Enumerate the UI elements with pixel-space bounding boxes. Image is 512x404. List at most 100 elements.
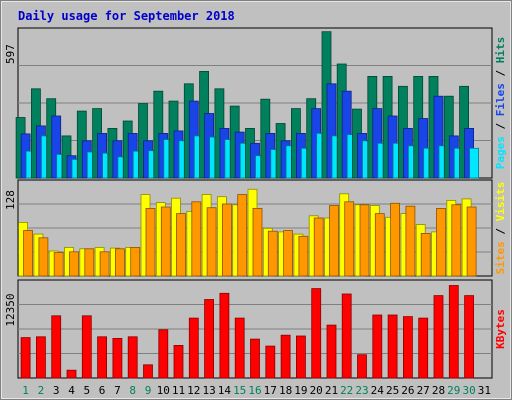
series-axis-label-part: /	[494, 221, 507, 241]
chart-title: Daily usage for September 2018	[18, 9, 235, 23]
series-axis-label-part: Hits	[494, 37, 507, 64]
bar-files-day-3	[51, 115, 62, 179]
x-tick-label-4: 4	[68, 384, 75, 397]
bar-kbytes-day-24	[372, 314, 383, 379]
x-tick-label-25: 25	[386, 384, 399, 397]
bar-sites-day-4	[69, 251, 79, 277]
x-tick-label-27: 27	[417, 384, 430, 397]
bar-kbytes-day-2	[36, 336, 46, 379]
bar-kbytes-day-10	[158, 329, 169, 379]
series-axis-label-part: Files	[494, 83, 507, 116]
bar-kbytes-day-14	[219, 292, 230, 379]
bar-kbytes-day-22	[341, 293, 352, 379]
x-tick-label-20: 20	[310, 384, 323, 397]
x-tick-label-11: 11	[172, 384, 185, 397]
panel-hits_files_pages: 597 Pages / Files / Hits	[4, 27, 507, 179]
bar-kbytes-day-29	[448, 285, 459, 379]
series-axis-label-part: /	[494, 116, 507, 136]
x-tick-label-3: 3	[53, 384, 60, 397]
x-tick-label-29: 29	[447, 384, 460, 397]
panel-kbytes: 12350 KBytes	[4, 279, 507, 379]
y-max-label: 12350	[4, 293, 17, 326]
bar-kbytes-day-19	[295, 335, 306, 379]
bar-files-day-21	[326, 83, 337, 179]
bar-sites-day-26	[405, 205, 416, 277]
bar-sites-day-13	[206, 207, 217, 277]
series-axis-label-part: /	[494, 63, 507, 83]
bar-kbytes-day-3	[51, 315, 62, 379]
x-tick-label-7: 7	[114, 384, 121, 397]
bar-sites-day-21	[329, 205, 339, 277]
bar-sites-day-3	[53, 252, 64, 277]
x-tick-label-19: 19	[294, 384, 307, 397]
bar-sites-day-29	[451, 204, 462, 277]
bar-sites-day-28	[436, 207, 446, 277]
series-axis-label: KBytes	[494, 309, 507, 349]
y-max-label: 128	[4, 190, 17, 210]
x-tick-label-17: 17	[264, 384, 277, 397]
bar-sites-day-8	[130, 246, 141, 277]
bar-kbytes-day-30	[464, 295, 475, 379]
bar-sites-day-1	[23, 230, 34, 277]
series-axis-label-part: KBytes	[494, 309, 507, 349]
bar-pages-day-30	[469, 147, 480, 179]
bar-kbytes-day-17	[265, 345, 276, 379]
bar-kbytes-day-21	[326, 324, 337, 379]
x-tick-label-15: 15	[233, 384, 246, 397]
bar-files-day-28	[433, 95, 444, 179]
bar-sites-day-9	[145, 207, 156, 277]
x-tick-label-6: 6	[99, 384, 106, 397]
bar-kbytes-day-12	[188, 317, 199, 379]
bar-sites-day-7	[115, 248, 125, 277]
series-axis-label-part: Pages	[494, 136, 507, 169]
bar-kbytes-day-8	[127, 336, 138, 379]
bar-kbytes-day-9	[143, 364, 153, 379]
x-tick-label-9: 9	[145, 384, 152, 397]
series-axis-label: Sites / Visits	[494, 182, 507, 275]
bar-sites-day-2	[38, 237, 49, 277]
bar-kbytes-day-23	[357, 354, 367, 379]
bar-sites-day-16	[252, 207, 263, 277]
bar-sites-day-6	[99, 251, 110, 277]
x-tick-label-12: 12	[187, 384, 200, 397]
bar-sites-day-19	[298, 235, 309, 277]
bar-sites-day-12	[191, 201, 202, 277]
bar-sites-day-22	[344, 201, 355, 277]
bar-kbytes-day-4	[66, 369, 77, 379]
bar-kbytes-day-20	[311, 288, 322, 379]
x-tick-label-26: 26	[401, 384, 414, 397]
bar-kbytes-day-15	[234, 317, 245, 379]
bar-kbytes-day-5	[81, 315, 92, 379]
bar-kbytes-day-1	[20, 337, 31, 379]
bar-kbytes-day-16	[250, 338, 260, 379]
bar-sites-day-14	[221, 203, 232, 277]
bar-sites-day-25	[390, 202, 401, 277]
x-tick-label-5: 5	[83, 384, 90, 397]
x-tick-label-28: 28	[432, 384, 445, 397]
x-tick-label-1: 1	[22, 384, 29, 397]
x-tick-label-21: 21	[325, 384, 338, 397]
series-axis-label-part: Sites	[494, 241, 507, 274]
series-axis-label: Pages / Files / Hits	[494, 37, 507, 170]
x-tick-label-22: 22	[340, 384, 353, 397]
bar-sites-day-23	[359, 204, 370, 277]
chart-panels: 597 Pages / Files / Hits 128 Sites / Visits…	[4, 27, 507, 379]
x-tick-label-24: 24	[371, 384, 385, 397]
x-tick-label-23: 23	[355, 384, 368, 397]
y-max-label: 597	[4, 44, 17, 64]
bar-sites-day-10	[160, 206, 171, 277]
bar-sites-day-30	[466, 206, 477, 277]
bar-kbytes-day-28	[433, 295, 444, 379]
bar-sites-day-17	[267, 230, 278, 277]
bar-kbytes-day-11	[173, 344, 184, 379]
bar-kbytes-day-6	[97, 336, 107, 379]
bar-kbytes-day-18	[280, 334, 291, 379]
bar-sites-day-20	[313, 217, 324, 277]
bar-sites-day-24	[374, 213, 385, 277]
x-tick-label-8: 8	[129, 384, 136, 397]
bar-sites-day-5	[84, 248, 95, 277]
bar-sites-day-11	[176, 213, 186, 277]
x-tick-label-18: 18	[279, 384, 292, 397]
